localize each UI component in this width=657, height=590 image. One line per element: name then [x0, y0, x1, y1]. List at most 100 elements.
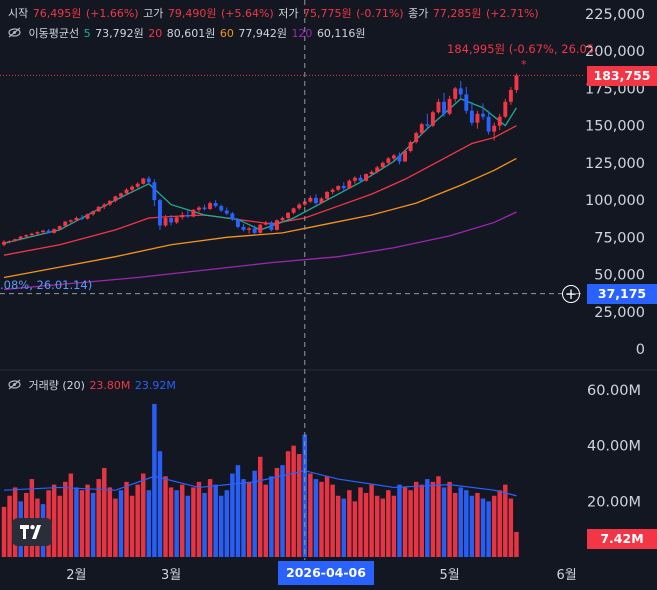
candle-body — [163, 217, 168, 226]
high-annotation: 184,995원 (-0.67%, 26.05. — [447, 42, 598, 56]
ma20-period: 20 — [148, 27, 163, 40]
volume-bar — [291, 445, 296, 557]
candle-body — [191, 209, 196, 217]
volume-bar — [68, 473, 74, 557]
candle-body — [403, 150, 407, 162]
volume-bar — [230, 473, 235, 557]
volume-bar — [419, 484, 424, 557]
open-value: 76,495원 — [32, 7, 82, 20]
candle-body — [74, 217, 79, 221]
candle-body — [68, 220, 73, 222]
candle-body — [152, 182, 157, 201]
add-alert-plus-icon[interactable]: + — [562, 285, 580, 303]
candle-body — [486, 116, 491, 132]
candle-body — [263, 222, 268, 225]
volume-bar — [324, 476, 330, 557]
candle-body — [113, 196, 118, 201]
candle-body — [41, 230, 45, 233]
candle-body — [213, 203, 218, 207]
volume-current-badge: 7.42M — [587, 529, 657, 549]
candle-body — [481, 113, 485, 117]
volume-bar — [269, 476, 274, 557]
volume-bar — [330, 484, 335, 557]
price-axis-tick-label: 150,000 — [585, 119, 645, 135]
candle-body — [91, 211, 96, 215]
volume-bar — [241, 479, 246, 557]
volume-bar — [469, 495, 475, 557]
volume-bar — [280, 465, 285, 557]
high-value: 79,490원 — [167, 7, 217, 20]
volume-bar — [246, 481, 252, 557]
volume-axis-tick-label: 60.00M — [587, 383, 641, 399]
candle-body — [408, 142, 413, 151]
volume-bar — [196, 481, 202, 557]
ma-legend: 이동평균선 5 73,792원 20 80,601원 60 77,942원 12… — [8, 25, 367, 41]
candle-body — [336, 185, 341, 190]
volume-bar — [369, 484, 374, 557]
volume-bar — [441, 487, 447, 557]
candle-body — [124, 189, 129, 194]
current-price-badge: 183,755 — [587, 66, 657, 86]
candle-body — [180, 215, 185, 218]
candle-body — [135, 183, 140, 187]
candle-body — [464, 94, 469, 111]
candle-body — [492, 125, 497, 132]
price-axis-tick-label: 100,000 — [585, 193, 645, 209]
candle-body — [453, 88, 458, 99]
volume-bar — [397, 484, 402, 557]
candle-body — [208, 203, 213, 210]
volume-bar — [352, 501, 358, 557]
eye-hidden-icon[interactable] — [8, 379, 21, 390]
volume-bar — [90, 492, 96, 557]
tradingview-logo[interactable] — [12, 518, 52, 546]
ma-title: 이동평균선 — [28, 27, 80, 40]
ohlc-legend: 시작 76,495원 (+1.66%) 고가 79,490원 (+5.64%) … — [8, 5, 540, 21]
volume-bar — [391, 495, 397, 557]
candle-body — [325, 191, 330, 199]
volume-bar — [347, 490, 352, 557]
candle-body — [313, 197, 318, 204]
close-label: 종가 — [408, 7, 429, 20]
candle-body — [202, 207, 207, 210]
candle-body — [442, 101, 446, 114]
volume-bar — [508, 498, 514, 557]
candle-body — [18, 236, 23, 239]
volume-bar — [503, 484, 508, 557]
volume-bar — [430, 481, 436, 557]
volume-bar — [118, 490, 124, 557]
candle-body — [419, 124, 424, 134]
candle-body — [13, 239, 18, 242]
price-axis-tick-label: 0 — [636, 342, 645, 358]
volume-bar — [157, 451, 163, 557]
volume-bar — [358, 487, 363, 557]
volume-bar — [168, 487, 174, 557]
candle-body — [46, 230, 51, 233]
low-annotation: .08%, 26.01.14) — [0, 278, 93, 292]
volume-value-red: 23.80M — [89, 379, 131, 392]
volume-bar — [63, 481, 68, 557]
volume-axis-tick-label: 40.00M — [587, 439, 641, 455]
close-change: (+2.71%) — [485, 7, 539, 20]
candle-body — [458, 88, 463, 95]
candle-body — [319, 198, 324, 204]
candle-body — [258, 224, 263, 233]
volume-title: 거래량 (20) — [28, 379, 85, 392]
eye-hidden-icon[interactable] — [8, 27, 21, 38]
volume-bar — [202, 492, 207, 557]
time-axis-label: 6월 — [556, 568, 576, 583]
candle-body — [63, 221, 68, 227]
candle-body — [235, 219, 240, 227]
volume-bar — [74, 487, 79, 557]
volume-bar — [497, 490, 502, 557]
volume-axis-tick-label: 20.00M — [587, 494, 641, 510]
price-axis-tick-label: 25,000 — [594, 305, 645, 321]
volume-bar — [335, 495, 341, 557]
volume-bar — [257, 456, 263, 557]
candle-body — [508, 89, 513, 102]
volume-bar — [7, 495, 12, 557]
candle-body — [364, 174, 368, 181]
candle-body — [291, 208, 296, 213]
time-axis-label: 3월 — [161, 568, 181, 583]
low-change: (-0.71%) — [356, 7, 404, 20]
